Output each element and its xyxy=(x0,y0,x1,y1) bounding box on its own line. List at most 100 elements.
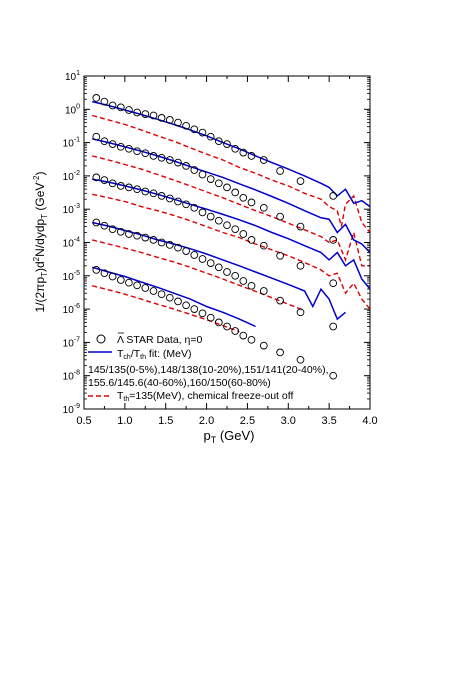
x-tick-label: 1.0 xyxy=(117,415,132,427)
y-label-part-9: ) xyxy=(33,171,47,175)
legend-data-marker xyxy=(96,334,106,344)
y-tick-exponent: -4 xyxy=(74,237,80,244)
data-point xyxy=(108,140,117,148)
data-point xyxy=(247,281,256,290)
data-point xyxy=(206,175,215,183)
data-point xyxy=(92,94,101,102)
data-point xyxy=(276,296,284,305)
data-point xyxy=(247,335,256,344)
data-point xyxy=(100,97,109,106)
y-label-part-1: 1/(2πp xyxy=(33,277,47,313)
data-point xyxy=(223,140,231,148)
y-tick-exponent: -2 xyxy=(74,170,80,177)
data-point xyxy=(223,221,231,230)
data-point xyxy=(239,193,248,202)
y-label-part-8: -2 xyxy=(32,175,41,183)
data-point xyxy=(157,192,166,200)
data-point xyxy=(198,128,207,137)
y-tick-exponent: 1 xyxy=(76,70,80,77)
data-point xyxy=(125,106,133,114)
data-point xyxy=(231,225,240,234)
data-point xyxy=(157,290,166,299)
data-point xyxy=(182,247,190,255)
curves-layer xyxy=(91,94,370,380)
data-point xyxy=(133,185,141,194)
fit-curve-40-60% xyxy=(92,221,346,321)
data-point xyxy=(100,221,109,230)
y-tick-exponent: -1 xyxy=(74,137,80,144)
data-point xyxy=(206,132,215,141)
x-axis-label-sub: T xyxy=(211,435,217,445)
data-point xyxy=(231,188,240,197)
y-tick-base: 10 xyxy=(63,372,75,383)
data-point xyxy=(133,231,141,240)
y-tick-label: 10-7 xyxy=(63,336,80,349)
data-point xyxy=(190,203,199,212)
data-point xyxy=(329,192,338,200)
data-point xyxy=(149,152,158,160)
data-point xyxy=(92,132,101,141)
data-point xyxy=(259,287,268,295)
legend-data-label-rest: STAR Data, η=0 xyxy=(123,334,202,346)
data-point xyxy=(182,301,190,310)
data-point xyxy=(198,208,207,217)
x-tick-label: 2.0 xyxy=(199,415,214,427)
y-label-part-3: )d xyxy=(33,261,47,272)
data-point xyxy=(141,187,150,196)
data-point xyxy=(165,241,174,249)
y-tick-base: 10 xyxy=(63,139,75,150)
data-point xyxy=(108,101,117,110)
y-tick-label: 10-3 xyxy=(63,203,80,216)
legend-dash-pre: T xyxy=(117,390,124,402)
legend-fit-pre: T xyxy=(117,348,124,360)
y-tick-base: 10 xyxy=(63,305,75,316)
data-point xyxy=(214,318,223,327)
data-point xyxy=(174,297,182,306)
data-point xyxy=(296,222,305,231)
data-point xyxy=(296,177,305,185)
dashed-curve-10-20% xyxy=(92,155,370,267)
y-tick-exponent: 0 xyxy=(76,103,80,110)
data-point xyxy=(157,153,166,162)
data-point xyxy=(108,225,117,234)
y-tick-label: 10-8 xyxy=(63,370,80,383)
data-point xyxy=(214,263,223,272)
data-point xyxy=(149,111,158,120)
data-point xyxy=(276,348,284,357)
data-point xyxy=(190,166,199,174)
x-tick-label: 3.5 xyxy=(321,415,336,427)
data-point xyxy=(239,331,248,340)
data-point xyxy=(259,241,268,250)
legend-dash-post: =135(MeV), chemical freeze-out off xyxy=(129,390,293,402)
dashed-curve-0-5% xyxy=(92,114,370,233)
y-tick-exponent: -9 xyxy=(74,403,80,410)
data-point xyxy=(190,125,199,134)
y-tick-exponent: -8 xyxy=(74,370,80,377)
data-point xyxy=(116,103,125,112)
data-point xyxy=(190,251,199,259)
legend: Λ STAR Data, η=0 Tch/Tth fit: (MeV) 145/… xyxy=(88,332,329,403)
y-tick-label: 10-6 xyxy=(63,303,80,316)
data-point xyxy=(165,156,174,164)
x-tick-label: 1.5 xyxy=(158,415,173,427)
data-point xyxy=(329,371,338,380)
y-tick-base: 10 xyxy=(63,405,75,416)
data-point xyxy=(214,179,223,188)
data-point xyxy=(223,322,231,331)
y-axis-label: 1/(2πpT)d2N/dydpT (GeV-2) xyxy=(32,171,49,312)
data-point xyxy=(206,313,215,322)
data-point xyxy=(329,322,338,331)
data-point xyxy=(206,212,215,221)
x-tick-label: 4.0 xyxy=(362,415,377,427)
data-point xyxy=(116,182,125,190)
data-point xyxy=(276,167,284,175)
data-point xyxy=(165,116,174,124)
data-point xyxy=(198,255,207,263)
data-point xyxy=(174,118,182,127)
data-point xyxy=(174,197,182,206)
data-point xyxy=(165,194,174,203)
data-point xyxy=(125,144,133,153)
y-tick-label: 10-2 xyxy=(63,170,80,183)
data-point xyxy=(214,137,223,146)
